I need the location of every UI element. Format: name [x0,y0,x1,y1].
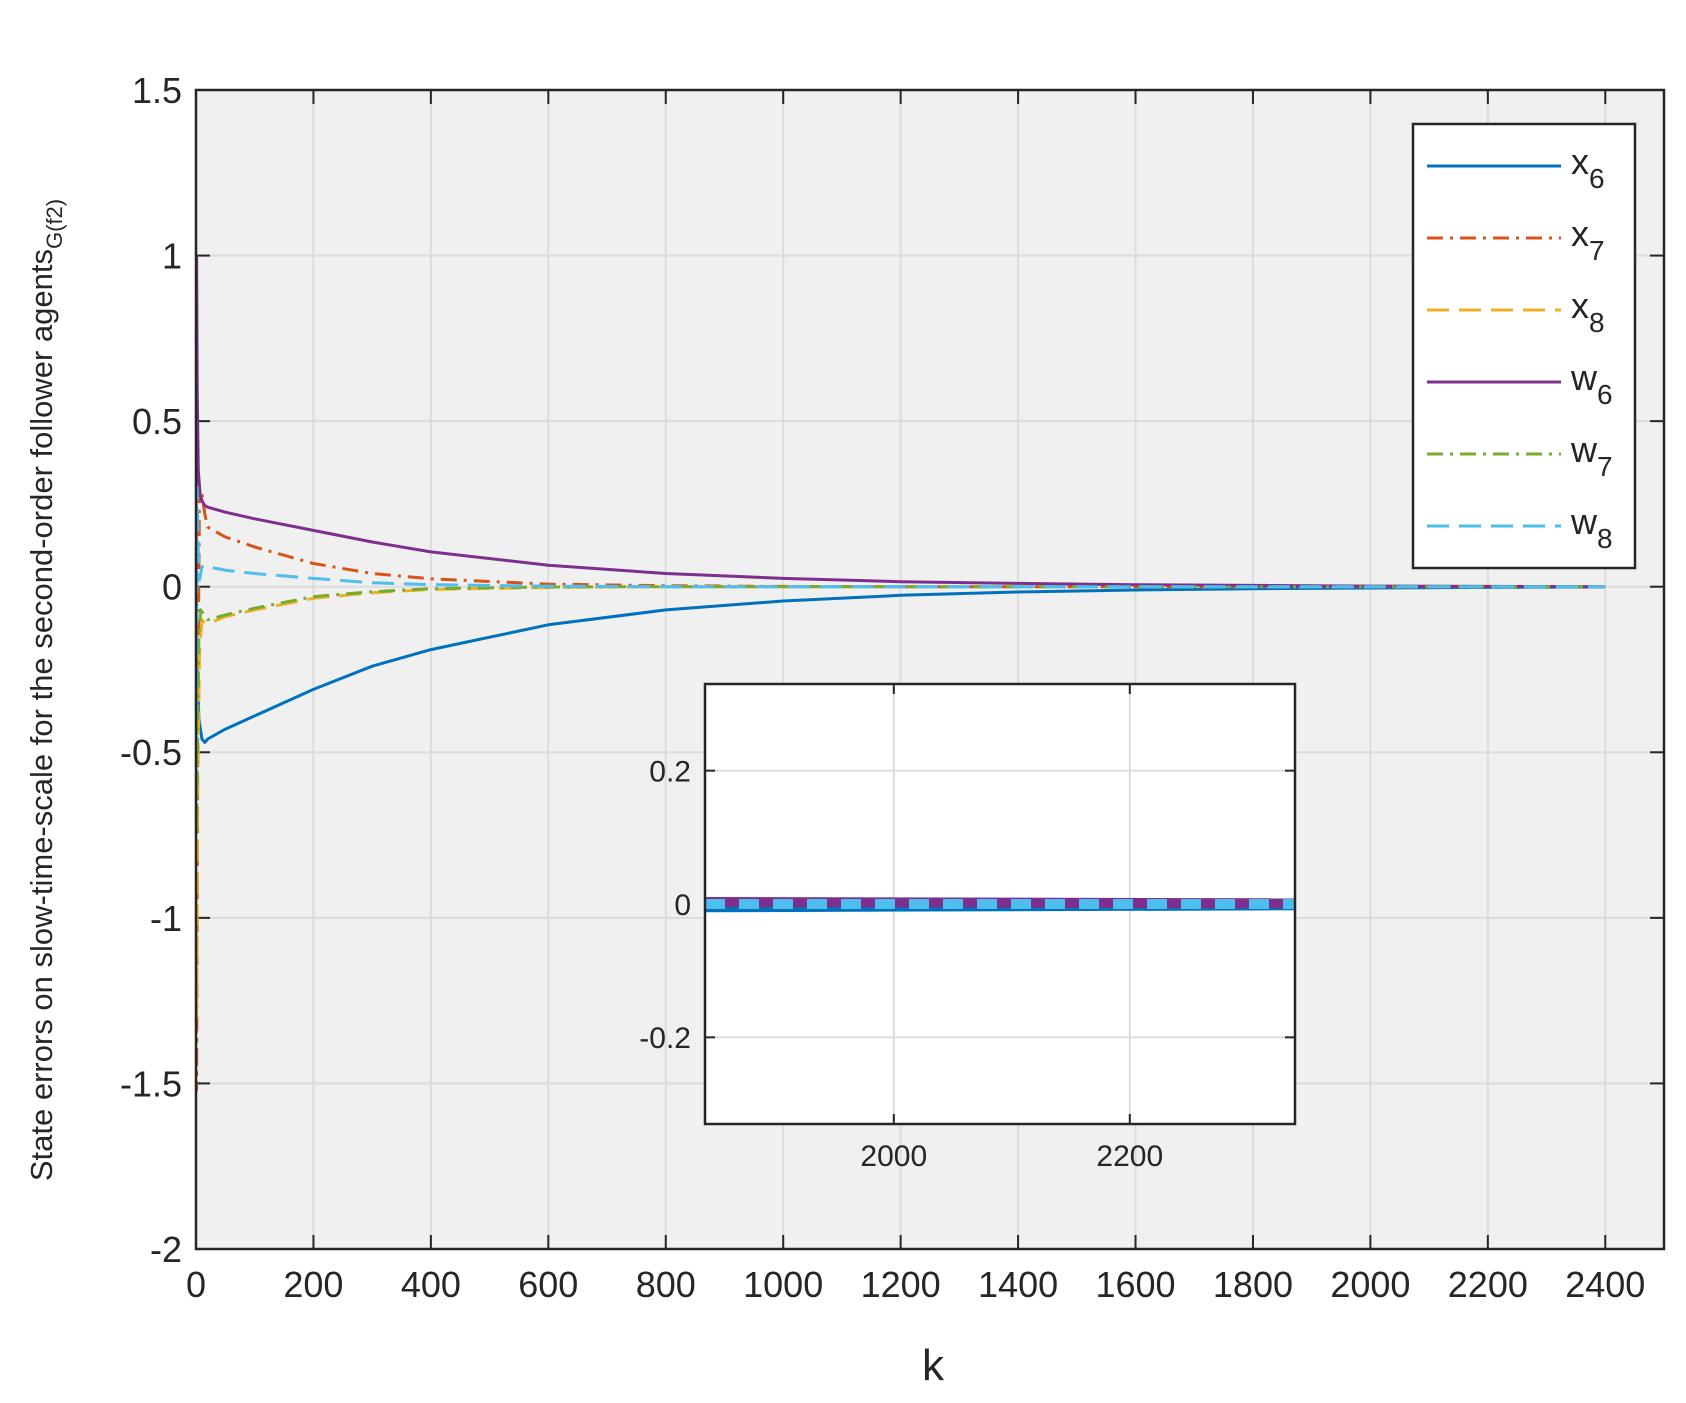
main-y-tick-label: -1 [150,898,182,939]
y-axis-label-main: State errors on slow-time-scale for the … [24,249,59,1181]
legend-label-subscript: 7 [1589,235,1605,266]
legend-label-name: w [1570,357,1598,398]
main-y-tick-label: 0.5 [132,401,182,442]
legend-label: w6 [1570,357,1613,410]
y-axis-label: State errors on slow-time-scale for the … [24,199,67,1181]
main-series-group [196,254,1606,1092]
legend-label: x6 [1571,141,1605,194]
legend-label: w8 [1570,501,1613,554]
inset-y-tick-label: 0 [674,889,691,922]
main-frame [194,88,1666,1251]
main-x-tick-label: 1200 [861,1264,941,1305]
legend-label-subscript: 8 [1589,307,1605,338]
main-series-line-w8 [196,485,1606,786]
main-series-line-x6 [196,585,1606,744]
legend-label-subscript: 6 [1597,379,1613,410]
main-x-tick-label: 800 [636,1264,696,1305]
legend-label-subscript: 6 [1589,163,1605,194]
inset-frame [703,682,1297,1126]
inset-x-tick-label: 2000 [860,1140,927,1173]
legend-label-name: x [1571,141,1589,182]
legend-label-subscript: 7 [1597,451,1613,482]
main-x-tick-label: 1800 [1213,1264,1293,1305]
legend-label-name: w [1570,501,1598,542]
main-x-tick-label: 0 [186,1264,206,1305]
main-series-line-w7 [196,585,1606,837]
main-x-tick-label: 400 [401,1264,461,1305]
x-axis-label: k [922,1341,945,1390]
inset-series-line-w6 [705,897,1295,909]
main-y-tick-label: 0 [162,567,182,608]
inset-x-tick-label: 2200 [1096,1140,1163,1173]
main-x-tick-label: 1600 [1095,1264,1175,1305]
main-y-tick-label: -0.5 [120,732,182,773]
legend-label: x7 [1571,213,1605,266]
main-y-tick-label: -2 [150,1229,182,1270]
main-axis-labels: k State errors on slow-time-scale for th… [24,199,945,1390]
legend-label-name: x [1571,213,1589,254]
legend-box [1411,122,1637,570]
inset-series-group [705,897,1295,913]
main-series-line-w6 [196,254,1606,589]
main-x-tick-label: 1000 [743,1264,823,1305]
legend-label: x8 [1571,285,1605,338]
legend-label: w7 [1570,429,1613,482]
main-x-tick-label: 1400 [978,1264,1058,1305]
y-axis-label-subscript: G(f2) [42,199,67,249]
main-y-tick-label: 1.5 [132,70,182,111]
main-x-tick-label: 200 [283,1264,343,1305]
legend-label-name: x [1571,285,1589,326]
inset-y-tick-label: 0.2 [649,755,691,788]
main-y-tick-label: 1 [162,236,182,277]
legend-label-subscript: 8 [1597,523,1613,554]
main-x-tick-label: 600 [518,1264,578,1305]
inset-y-tick-label: -0.2 [639,1022,691,1055]
legend-label-name: w [1570,429,1598,470]
inset-plot: 2000 2200 -0.2 0 0.2 [639,682,1297,1173]
main-y-tick-label: -1.5 [120,1063,182,1104]
main-x-tick-label: 2200 [1448,1264,1528,1305]
main-x-tick-label: 2400 [1565,1264,1645,1305]
main-x-tick-label: 2000 [1330,1264,1410,1305]
